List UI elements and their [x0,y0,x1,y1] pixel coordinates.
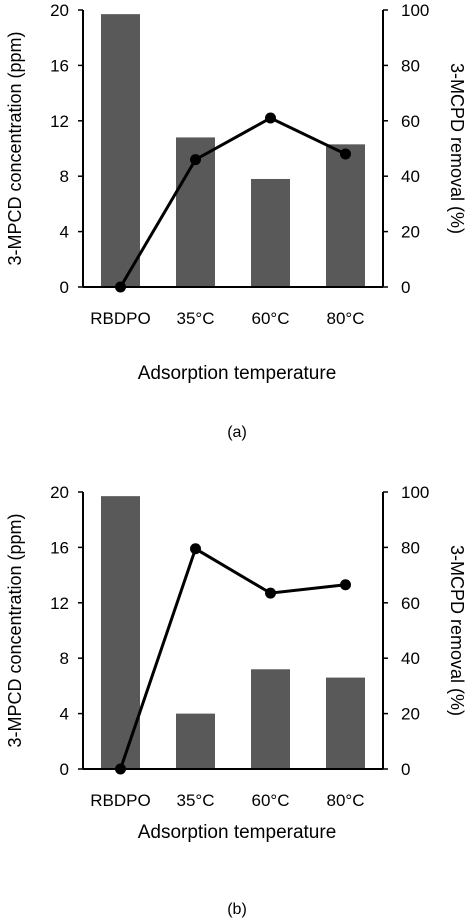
bar-3 [251,178,290,287]
x-tick-label: RBDPO [90,309,150,328]
removal-point-1 [115,763,126,775]
y-tick-label-right: 40 [401,167,420,186]
y-tick-label-left: 0 [60,278,69,297]
removal-point-3 [265,112,276,124]
removal-point-4 [340,579,351,591]
y-tick-label-right: 100 [401,1,429,20]
removal-point-1 [115,281,126,293]
removal-line [119,546,346,770]
x-tick-label: 80°C [327,791,365,810]
y-tick-label-right: 60 [401,112,420,131]
y-tick-label-right: 0 [401,760,410,779]
x-tick-label: RBDPO [90,791,150,810]
y-axis-title-right: 3-MCPD removal (%) [447,545,467,716]
chart-panel-1: 0 4 8 12 16 20 0 20 40 60 80 100 RBDPO 35°C 60°C 80°C 3-… [5,1,467,441]
y-tick-label-left: 4 [60,705,69,724]
y-tick-label-right: 80 [401,538,420,557]
y-tick-label-right: 100 [401,483,429,502]
bar-1 [101,14,140,288]
x-axis-title: Adsorption temperature [138,822,337,843]
x-tick-label: 60°C [252,791,290,810]
y-tick-label-left: 4 [60,223,69,242]
y-axis-title-left: 3-MPCD concentration (ppm) [5,513,25,747]
y-tick-label-right: 20 [401,705,420,724]
y-tick-label-left: 12 [50,594,69,613]
y-tick-label-left: 20 [50,1,69,20]
removal-line [119,116,347,288]
y-tick-label-left: 8 [60,167,69,186]
y-tick-label-left: 0 [60,760,69,779]
y-tick-label-left: 8 [60,649,69,668]
bar-4 [326,677,365,769]
y-tick-label-right: 0 [401,278,410,297]
panel-label: (a) [227,424,247,441]
removal-point-2 [190,543,201,555]
x-tick-label: 60°C [252,309,290,328]
x-tick-label: 80°C [327,309,365,328]
y-tick-label-right: 80 [401,56,420,75]
y-tick-label-left: 20 [50,483,69,502]
bar-2 [176,713,215,769]
bar-1 [101,496,140,769]
bar-4 [326,144,365,287]
y-tick-label-left: 12 [50,112,69,131]
y-tick-label-left: 16 [50,56,69,75]
chart-panel-2: 0 4 8 12 16 20 0 20 40 60 80 100 RBDPO 35°C 60°C 80°C 3-… [5,483,467,918]
x-tick-label: 35°C [177,309,215,328]
removal-point-3 [265,587,276,599]
removal-point-2 [190,154,201,166]
y-axis-title-left: 3-MPCD concentration (ppm) [5,31,25,265]
removal-point-4 [340,148,351,160]
y-tick-label-right: 40 [401,649,420,668]
panel-label: (b) [227,901,247,918]
x-axis-title: Adsorption temperature [138,363,337,384]
bar-3 [251,669,290,769]
y-axis-title-right: 3-MCPD removal (%) [447,63,467,234]
y-tick-label-right: 60 [401,594,420,613]
y-tick-label-right: 20 [401,223,420,242]
y-tick-label-left: 16 [50,538,69,557]
x-tick-label: 35°C [177,791,215,810]
